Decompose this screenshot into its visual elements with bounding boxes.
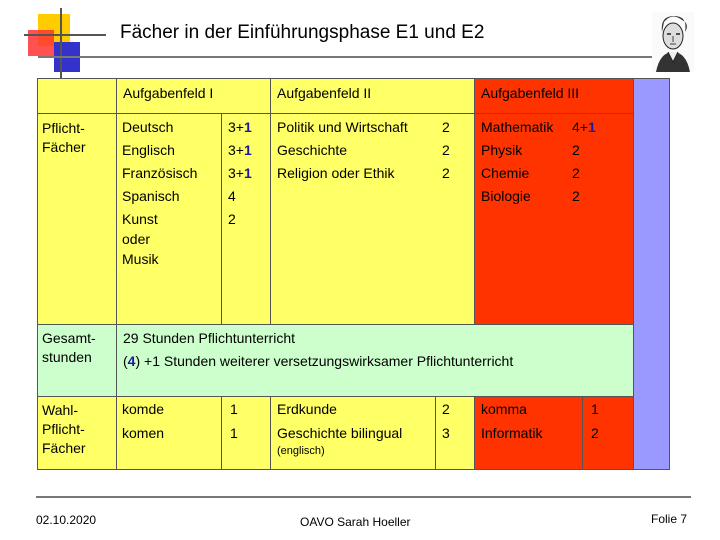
hours-mathematik-base: 4+ [572, 119, 588, 135]
hours-englisch-base: 3+ [228, 142, 244, 158]
gesamt-extra-hours: 4 [127, 353, 136, 369]
subject-franzoesisch: Französisch [122, 165, 198, 181]
gesamt-label-line2: stunden [42, 349, 92, 365]
hours-mathematik-extra: 1 [587, 119, 596, 135]
gesamt-text-rest: ) +1 Stunden weiterer versetzungswirksam… [135, 353, 514, 369]
hours-religion-ethik: 2 [442, 165, 450, 181]
wahl-subject-informatik: Informatik [481, 425, 543, 441]
hours-deutsch: 3+1 [228, 116, 252, 139]
hours-deutsch-base: 3+ [228, 119, 244, 135]
hours-deutsch-extra: 1 [243, 119, 252, 135]
subject-biologie: Biologie [481, 188, 531, 204]
pflicht-label-cell: Pflicht- Fächer [37, 114, 117, 325]
wahl-label-cell: Wahl- Pflicht- Fächer [37, 397, 117, 470]
wahl-subject-geschichte-bilingual: Geschichte bilingual [277, 425, 403, 441]
header-af2-label: Aufgabenfeld II [277, 85, 372, 101]
decor-vertical-line [60, 8, 62, 78]
wahl-subject-note: (englisch) [277, 445, 325, 457]
subject-englisch: Englisch [122, 142, 175, 158]
hours-franzoesisch-extra: 1 [243, 165, 252, 181]
subject-politik-wirtschaft: Politik und Wirtschaft [277, 119, 408, 135]
gesamt-text-line1: 29 Stunden Pflichtunterricht [123, 330, 295, 346]
hours-mathematik: 4+1 [572, 116, 596, 139]
wahl-hours-geschichte-bilingual: 3 [442, 425, 450, 441]
wahl-label-line2: Pflicht- [42, 421, 85, 437]
footer-date: 02.10.2020 [36, 513, 97, 527]
violet-side-column [634, 78, 670, 470]
wahl-subject-erdkunde: Erdkunde [277, 401, 337, 417]
wahl-subject-komde: komde [122, 401, 165, 417]
hours-physik: 2 [572, 142, 580, 158]
wahl-af2-subjects-cell: Erdkunde Geschichte bilingual (englisch) [271, 397, 436, 470]
hours-chemie: 2 [572, 165, 580, 181]
title-divider [38, 56, 693, 58]
gesamt-text-line2: (4) +1 Stunden weiterer versetzungswirks… [123, 350, 513, 373]
hours-englisch: 3+1 [228, 139, 252, 162]
subject-chemie: Chemie [481, 165, 530, 181]
wahl-hours-erdkunde: 2 [442, 401, 450, 417]
wahl-af1-subjects-cell: komde komen [117, 397, 222, 470]
subject-musik: Musik [122, 251, 159, 267]
hours-biologie: 2 [572, 188, 580, 204]
gesamt-paren-open: ( [123, 353, 128, 369]
footer-author: OAVO Sarah Hoeller [300, 515, 411, 529]
decor-horizontal-line [24, 34, 106, 36]
pflicht-label-line1: Pflicht- [42, 120, 85, 136]
wahl-label-line3: Fächer [42, 440, 86, 456]
wahl-hours-komma: 1 [591, 401, 599, 417]
hours-franzoesisch: 3+1 [228, 162, 252, 185]
subject-spanisch: Spanisch [122, 188, 180, 204]
wahl-hours-informatik: 2 [591, 425, 599, 441]
header-label-cell [37, 78, 117, 114]
header-af2-cell: Aufgabenfeld II [271, 78, 475, 114]
gesamt-label-line1: Gesamt- [42, 330, 96, 346]
page-title: Fächer in der Einführungsphase E1 und E2 [120, 22, 485, 43]
gesamt-text-cell: 29 Stunden Pflichtunterricht (4) +1 Stun… [117, 325, 634, 397]
pflicht-af2-hours-cell: 2 2 2 [436, 114, 475, 325]
pflicht-af1-hours-cell: 3+1 3+1 3+1 4 2 [222, 114, 271, 325]
wahl-hours-komen: 1 [230, 425, 238, 441]
hours-geschichte: 2 [442, 142, 450, 158]
subject-geschichte: Geschichte [277, 142, 348, 158]
wahl-af1-hours-cell: 1 1 [222, 397, 271, 470]
gesamt-label-cell: Gesamt- stunden [37, 325, 117, 397]
wahl-af3-subjects-cell: komma Informatik [475, 397, 583, 470]
subject-oder: oder [122, 231, 151, 247]
header-af3-label: Aufgabenfeld III [481, 85, 580, 101]
wahl-subject-komen: komen [122, 425, 165, 441]
hours-kunst: 2 [228, 211, 236, 227]
footer-slide-number: Folie 7 [651, 512, 688, 526]
subject-physik: Physik [481, 142, 523, 158]
subject-deutsch: Deutsch [122, 119, 174, 135]
hours-politik-wirtschaft: 2 [442, 119, 450, 135]
pflicht-label-line2: Fächer [42, 139, 86, 155]
subject-religion-ethik: Religion oder Ethik [277, 165, 395, 181]
hours-franzoesisch-base: 3+ [228, 165, 244, 181]
footer-divider [36, 496, 691, 498]
hours-spanisch: 4 [228, 188, 236, 204]
header-af1-label: Aufgabenfeld I [123, 85, 214, 101]
subject-mathematik: Mathematik [481, 119, 554, 135]
pflicht-af3-cell: Mathematik Physik Chemie Biologie 4+1 2 … [475, 114, 634, 325]
wahl-hours-komde: 1 [230, 401, 238, 417]
wahl-subject-komma: komma [481, 401, 527, 417]
pflicht-af1-subjects-cell: Deutsch Englisch Französisch Spanisch Ku… [117, 114, 222, 325]
portrait-image [652, 12, 694, 72]
pflicht-af2-subjects-cell: Politik und Wirtschaft Geschichte Religi… [271, 114, 436, 325]
hours-englisch-extra: 1 [243, 142, 252, 158]
header-af3-cell: Aufgabenfeld III [475, 78, 634, 114]
wahl-label-line1: Wahl- [42, 402, 79, 418]
subject-kunst: Kunst [122, 211, 158, 227]
wahl-af3-hours-cell: 1 2 [583, 397, 634, 470]
wahl-af2-hours-cell: 2 3 [436, 397, 475, 470]
header-af1-cell: Aufgabenfeld I [117, 78, 271, 114]
